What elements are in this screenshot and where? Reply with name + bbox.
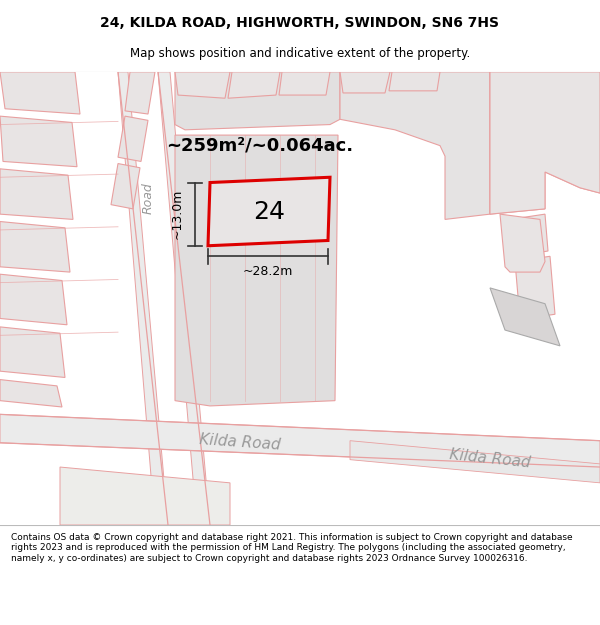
Polygon shape [340, 72, 390, 93]
Polygon shape [0, 116, 77, 167]
Polygon shape [350, 441, 600, 483]
Polygon shape [0, 274, 67, 325]
Text: 24: 24 [253, 199, 285, 224]
Polygon shape [490, 72, 600, 214]
Polygon shape [0, 72, 80, 114]
Polygon shape [118, 116, 148, 161]
Polygon shape [228, 72, 280, 98]
Polygon shape [208, 177, 330, 246]
Polygon shape [490, 72, 600, 214]
Polygon shape [500, 214, 545, 272]
Polygon shape [125, 72, 155, 114]
Text: Kilda Road: Kilda Road [199, 432, 281, 453]
Polygon shape [175, 135, 338, 406]
Polygon shape [0, 379, 62, 407]
Text: Map shows position and indicative extent of the property.: Map shows position and indicative extent… [130, 48, 470, 61]
Text: Road: Road [142, 182, 155, 214]
Polygon shape [175, 72, 230, 98]
Polygon shape [515, 256, 555, 319]
Polygon shape [118, 72, 168, 525]
Text: 24, KILDA ROAD, HIGHWORTH, SWINDON, SN6 7HS: 24, KILDA ROAD, HIGHWORTH, SWINDON, SN6 … [101, 16, 499, 30]
Polygon shape [158, 72, 210, 525]
Polygon shape [490, 288, 560, 346]
Polygon shape [0, 414, 600, 467]
Polygon shape [175, 72, 340, 130]
Polygon shape [510, 214, 548, 256]
Text: Contains OS data © Crown copyright and database right 2021. This information is : Contains OS data © Crown copyright and d… [11, 533, 572, 562]
Polygon shape [340, 72, 490, 219]
Polygon shape [0, 221, 70, 272]
Polygon shape [0, 327, 65, 378]
Polygon shape [0, 169, 73, 219]
Text: Kilda Road: Kilda Road [449, 447, 531, 471]
Polygon shape [60, 467, 230, 525]
Text: ~28.2m: ~28.2m [243, 264, 293, 278]
Text: ~13.0m: ~13.0m [170, 189, 184, 239]
Text: ~259m²/~0.064ac.: ~259m²/~0.064ac. [166, 137, 353, 154]
Polygon shape [279, 72, 330, 95]
Polygon shape [389, 72, 440, 91]
Polygon shape [111, 164, 140, 209]
